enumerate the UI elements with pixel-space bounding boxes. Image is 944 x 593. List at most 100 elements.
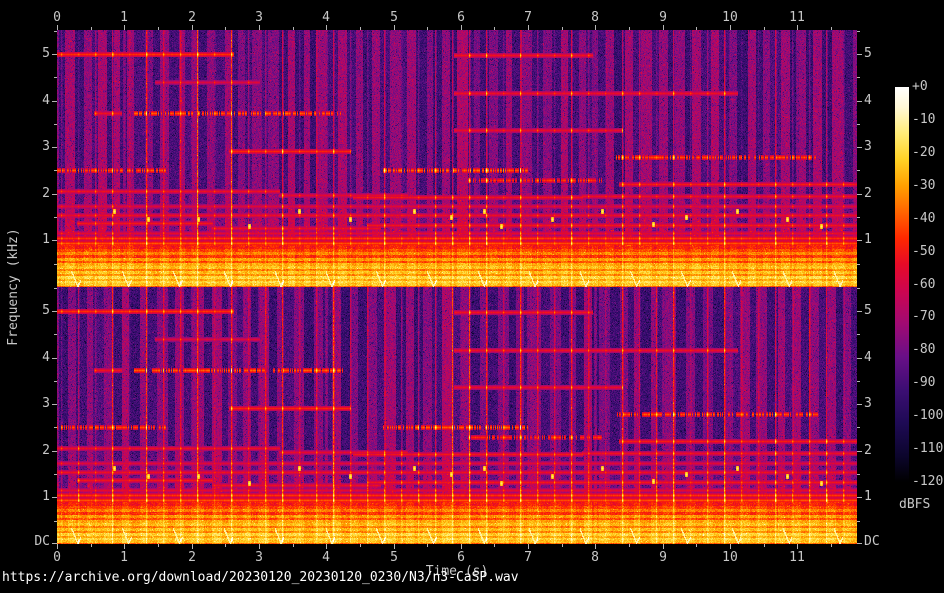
time-tick-label: 8	[591, 550, 599, 565]
tick-mark	[494, 544, 495, 547]
tick-mark	[857, 147, 862, 148]
tick-mark	[427, 27, 428, 30]
time-tick-label: 4	[322, 550, 330, 565]
tick-mark	[54, 381, 57, 382]
time-tick-label: 5	[390, 10, 398, 25]
tick-mark	[54, 170, 57, 171]
tick-mark	[857, 334, 860, 335]
tick-mark	[52, 194, 57, 195]
tick-mark	[360, 544, 361, 547]
tick-mark	[857, 194, 862, 195]
tick-mark	[124, 544, 125, 549]
time-tick-label: 6	[457, 550, 465, 565]
tick-mark	[52, 147, 57, 148]
tick-mark	[629, 544, 630, 547]
time-tick-label: 9	[659, 10, 667, 25]
tick-mark	[57, 25, 58, 30]
freq-tick-label: 2	[864, 443, 872, 458]
tick-mark	[394, 544, 395, 549]
time-tick-label: 3	[255, 10, 263, 25]
time-tick-label: 7	[524, 10, 532, 25]
freq-tick-label: 2	[864, 186, 872, 201]
tick-mark	[54, 264, 57, 265]
time-tick-label: 1	[120, 10, 128, 25]
colorbar-tick-label: -20	[912, 145, 936, 160]
tick-mark	[225, 27, 226, 30]
time-tick-label: 2	[188, 550, 196, 565]
time-tick-label: 0	[53, 550, 61, 565]
colorbar-tick-label: -80	[912, 342, 936, 357]
tick-mark	[857, 217, 860, 218]
tick-mark	[158, 544, 159, 547]
freq-dc-label: DC	[34, 534, 50, 549]
freq-tick-label: 5	[864, 46, 872, 61]
tick-mark	[857, 474, 860, 475]
tick-mark	[797, 544, 798, 549]
tick-mark	[52, 101, 57, 102]
freq-tick-label: 3	[864, 139, 872, 154]
colorbar-tick-label: -120	[912, 474, 944, 489]
freq-dc-label: DC	[864, 534, 880, 549]
spectrogram-channel-1	[57, 30, 857, 287]
tick-mark	[528, 25, 529, 30]
time-tick-label: 9	[659, 550, 667, 565]
freq-tick-label: 4	[864, 93, 872, 108]
freq-tick-label: 2	[42, 186, 50, 201]
tick-mark	[562, 27, 563, 30]
colorbar-tick-label: -60	[912, 277, 936, 292]
tick-mark	[857, 31, 860, 32]
tick-mark	[857, 264, 860, 265]
tick-mark	[461, 25, 462, 30]
tick-mark	[326, 25, 327, 30]
tick-mark	[225, 544, 226, 547]
tick-mark	[663, 544, 664, 549]
freq-tick-label: 3	[42, 396, 50, 411]
tick-mark	[494, 27, 495, 30]
tick-mark	[730, 544, 731, 549]
tick-mark	[52, 451, 57, 452]
tick-mark	[54, 474, 57, 475]
time-tick-label: 2	[188, 10, 196, 25]
tick-mark	[54, 288, 57, 289]
tick-mark	[857, 311, 862, 312]
tick-mark	[857, 77, 860, 78]
tick-mark	[293, 27, 294, 30]
tick-mark	[857, 170, 860, 171]
tick-mark	[562, 544, 563, 547]
colorbar-tick-label: -100	[912, 408, 944, 423]
time-axis-label: Time (s)	[425, 564, 489, 579]
tick-mark	[54, 31, 57, 32]
tick-mark	[857, 124, 860, 125]
colorbar-tick-label: -70	[912, 309, 936, 324]
colorbar-tick-label: -110	[912, 441, 944, 456]
tick-mark	[831, 544, 832, 547]
tick-mark	[857, 543, 862, 544]
colorbar-tick-label: -10	[912, 112, 936, 127]
tick-mark	[360, 27, 361, 30]
time-tick-label: 10	[722, 10, 738, 25]
colorbar-tick-label: -30	[912, 178, 936, 193]
tick-mark	[192, 544, 193, 549]
tick-mark	[764, 27, 765, 30]
tick-mark	[696, 27, 697, 30]
tick-mark	[91, 544, 92, 547]
spectrogram-channel-2	[57, 287, 857, 544]
tick-mark	[54, 124, 57, 125]
tick-mark	[54, 77, 57, 78]
time-tick-label: 6	[457, 10, 465, 25]
tick-mark	[857, 451, 862, 452]
tick-mark	[192, 25, 193, 30]
tick-mark	[52, 543, 57, 544]
freq-tick-label: 3	[42, 139, 50, 154]
colorbar-tick-label: -90	[912, 375, 936, 390]
time-tick-label: 0	[53, 10, 61, 25]
tick-mark	[52, 404, 57, 405]
time-tick-label: 4	[322, 10, 330, 25]
colorbar-tick-label: +0	[912, 79, 928, 94]
tick-mark	[857, 381, 860, 382]
colorbar-tick-label: -40	[912, 211, 936, 226]
tick-mark	[857, 101, 862, 102]
tick-mark	[461, 544, 462, 549]
time-tick-label: 3	[255, 550, 263, 565]
